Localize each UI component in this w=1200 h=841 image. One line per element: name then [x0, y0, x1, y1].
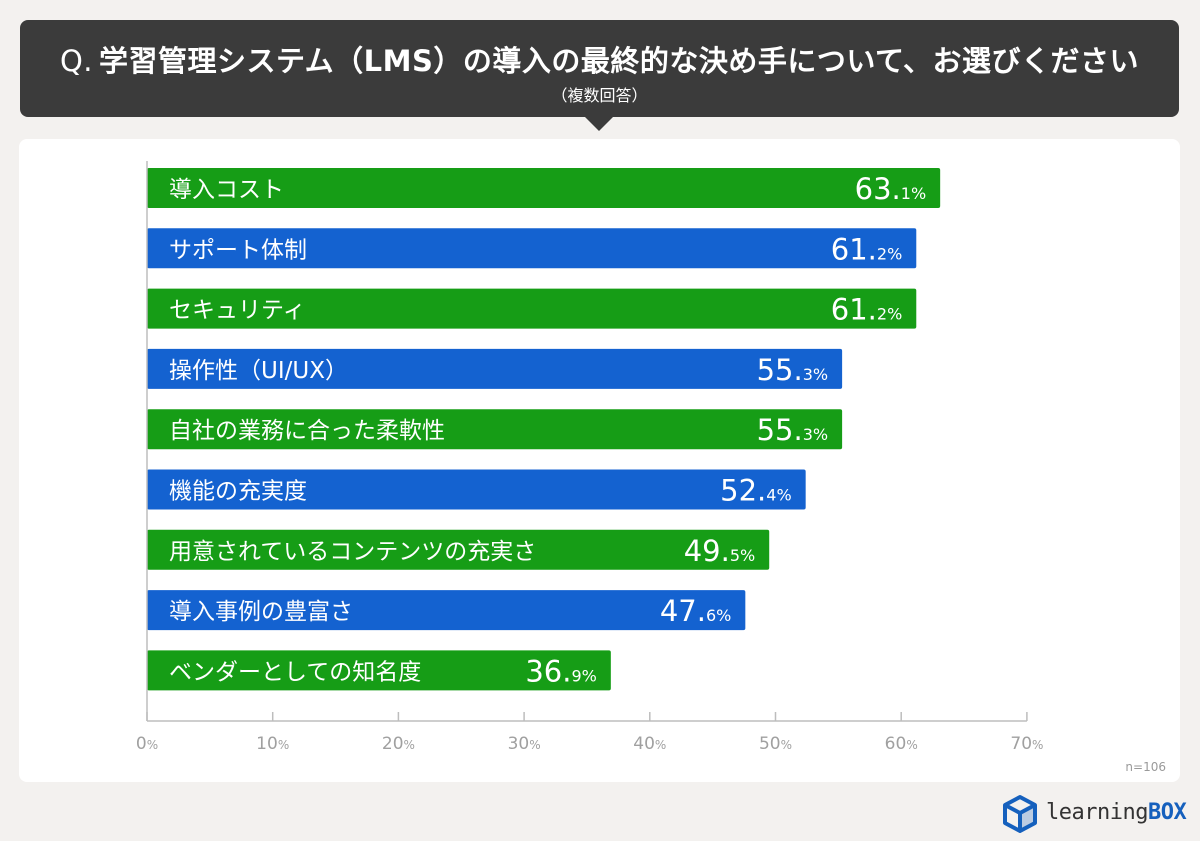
value-decimal: 9% [571, 666, 596, 685]
tick-unit: % [781, 738, 792, 752]
x-tick-label: 10% [256, 734, 289, 754]
bar-value-label: 49.5% [684, 534, 756, 568]
tick-number: 0 [136, 734, 147, 754]
bar [147, 650, 611, 691]
bar-value-label: 36.9% [525, 654, 597, 688]
x-tick-label: 70% [1010, 734, 1043, 754]
bar-value-label: 52.4% [720, 474, 792, 508]
tick-number: 60 [885, 734, 907, 754]
bar-category-label: 導入事例の豊富さ [169, 599, 353, 625]
bar-category-label: 操作性（UI/UX） [169, 358, 348, 384]
value-decimal: 3% [803, 365, 828, 384]
bar [147, 348, 843, 389]
brand-name-learning: learning [1046, 800, 1148, 825]
chart-panel: 導入コスト 63.1% サポート体制 61.2% セキュリティ 61.2% 操作性（UI/U… [19, 139, 1180, 782]
value-integer: 52. [720, 474, 766, 508]
sample-size-label: n=106 [1125, 760, 1166, 774]
bar-chart: 導入コスト 63.1%サポート体制 61.2%セキュリティ 61.2%操作性（UI/U… [136, 161, 1043, 754]
bar [147, 228, 917, 269]
value-decimal: 2% [877, 305, 902, 324]
question-text: 学習管理システム（LMS）の導入の最終的な決め手について、お選びください [99, 44, 1140, 78]
tick-unit: % [147, 738, 158, 752]
question-banner: Q. 学習管理システム（LMS）の導入の最終的な決め手について、お選びください （… [20, 20, 1179, 117]
bar-category-label: 自社の業務に合った柔軟性 [169, 418, 445, 444]
x-tick-label: 0% [136, 734, 158, 754]
value-decimal: 5% [730, 546, 755, 565]
value-integer: 55. [757, 353, 803, 387]
value-decimal: 1% [901, 184, 926, 203]
tick-number: 10 [256, 734, 278, 754]
x-tick-label: 50% [759, 734, 792, 754]
tick-number: 20 [382, 734, 404, 754]
bar-category-label: 導入コスト [169, 177, 284, 203]
tick-unit: % [529, 738, 540, 752]
banner-pointer-icon [584, 116, 614, 131]
tick-number: 50 [759, 734, 781, 754]
tick-unit: % [655, 738, 666, 752]
bar-value-label: 47.6% [660, 594, 732, 628]
bar-category-label: ベンダーとしての知名度 [169, 659, 421, 685]
value-decimal: 3% [803, 425, 828, 444]
x-tick-label: 40% [633, 734, 666, 754]
tick-unit: % [906, 738, 917, 752]
tick-unit: % [404, 738, 415, 752]
x-tick-label: 30% [508, 734, 541, 754]
value-integer: 61. [831, 293, 877, 327]
value-integer: 49. [684, 534, 730, 568]
bar-value-label: 55.3% [757, 413, 829, 447]
tick-unit: % [278, 738, 289, 752]
tick-unit: % [1032, 738, 1043, 752]
bar-value-label: 55.3% [757, 353, 829, 387]
learningbox-logo: learningBOX [1000, 794, 1190, 834]
value-decimal: 4% [766, 486, 791, 505]
bar-category-label: 用意されているコンテンツの充実さ [169, 539, 536, 565]
value-decimal: 2% [877, 244, 902, 263]
bar-category-label: セキュリティ [169, 298, 306, 324]
bar [147, 288, 917, 329]
brand-name-box: BOX [1147, 800, 1187, 825]
question-prefix: Q. [59, 44, 93, 78]
value-integer: 61. [831, 232, 877, 266]
bar-value-label: 63.1% [855, 172, 927, 206]
bar-value-label: 61.2% [831, 232, 903, 266]
tick-number: 30 [508, 734, 530, 754]
bar [147, 529, 770, 570]
bar [147, 168, 941, 208]
bar [147, 409, 843, 450]
bar-category-label: サポート体制 [169, 237, 307, 263]
tick-number: 70 [1010, 734, 1032, 754]
bar [147, 590, 746, 631]
cube-logo-icon [1003, 795, 1037, 833]
value-integer: 63. [855, 172, 901, 206]
bar-category-label: 機能の充実度 [169, 479, 307, 505]
value-decimal: 6% [706, 606, 731, 625]
multiple-answer-note: （複数回答） [551, 86, 648, 105]
bar-value-label: 61.2% [831, 293, 903, 327]
value-integer: 55. [757, 413, 803, 447]
value-integer: 47. [660, 594, 706, 628]
value-integer: 36. [525, 654, 571, 688]
bar [147, 469, 806, 510]
x-tick-label: 20% [382, 734, 415, 754]
question-line: Q. 学習管理システム（LMS）の導入の最終的な決め手について、お選びください [20, 38, 1179, 80]
brand-wordmark: learningBOX [1046, 800, 1187, 825]
tick-number: 40 [633, 734, 655, 754]
x-tick-label: 60% [885, 734, 918, 754]
